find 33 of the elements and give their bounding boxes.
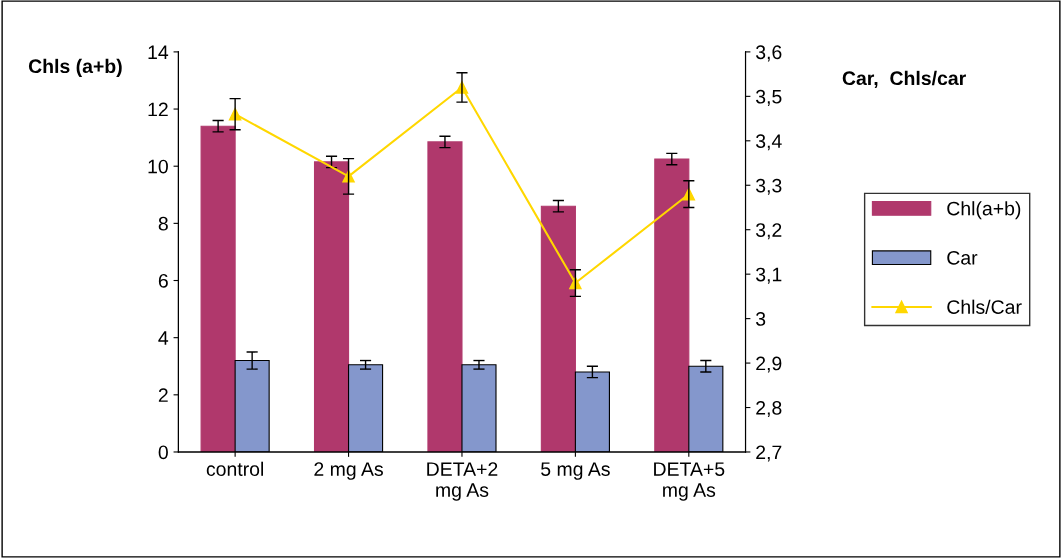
x-tick-label: control bbox=[206, 461, 264, 476]
bar bbox=[200, 125, 236, 452]
y2-tick-label: 2,8 bbox=[756, 400, 782, 418]
legend-label: Chl(a+b) bbox=[947, 201, 1021, 220]
y2-tick-label: 3,3 bbox=[755, 178, 782, 195]
bar bbox=[654, 158, 690, 452]
y-tick-label: 10 bbox=[148, 159, 168, 174]
legend-label: Car bbox=[947, 250, 978, 265]
y-tick-label: 8 bbox=[158, 216, 168, 231]
y2-tick-label: 3,5 bbox=[755, 89, 782, 106]
y-tick-label: 12 bbox=[148, 102, 168, 117]
bar bbox=[540, 205, 576, 452]
y-tick-label: 4 bbox=[158, 331, 169, 345]
y2-tick-label: 3,4 bbox=[755, 134, 782, 151]
y2-tick-label: 3,6 bbox=[755, 45, 782, 62]
x-tick-label: 2 mg As bbox=[314, 462, 383, 480]
y-tick-label: 0 bbox=[158, 445, 168, 460]
x-tick-label: DETA+5 mg As bbox=[654, 462, 725, 501]
y2-tick-label: 2,7 bbox=[756, 445, 782, 462]
y2-tick-label: 2,9 bbox=[756, 356, 782, 373]
y-axis-title: Chls (a+b) bbox=[28, 58, 122, 77]
y2-tick-label: 3 bbox=[755, 312, 766, 326]
y2-tick-label: 3,2 bbox=[755, 223, 782, 240]
bar bbox=[427, 141, 463, 452]
x-tick-label: DETA+2 mg As bbox=[427, 462, 498, 501]
bar bbox=[313, 161, 350, 452]
y2-axis-title: Car, Chls/car bbox=[842, 70, 966, 88]
y-tick-label: 14 bbox=[148, 45, 169, 59]
y2-tick-label: 3,1 bbox=[755, 267, 782, 284]
y-tick-label: 2 bbox=[158, 388, 168, 402]
x-tick-label: 5 mg As bbox=[541, 462, 610, 480]
legend-label: Chls/Car bbox=[947, 299, 1022, 314]
y-tick-label: 6 bbox=[158, 273, 168, 288]
